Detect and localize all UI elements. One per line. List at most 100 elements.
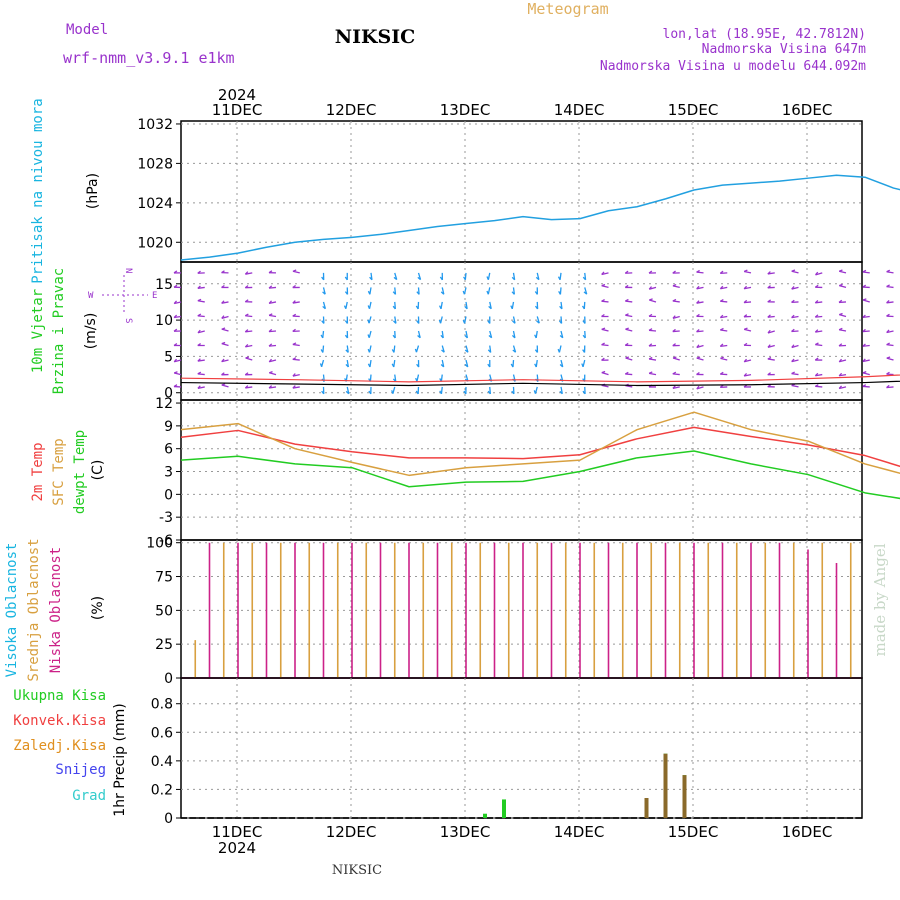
wind-arrow-head — [719, 371, 724, 375]
wind-arrow — [512, 345, 517, 353]
wind-arrow-head — [463, 276, 466, 281]
wind-arrow-head — [268, 313, 273, 316]
wind-arrow — [862, 372, 870, 376]
cloud-unit: (%) — [90, 596, 106, 620]
wind-speed-line — [180, 380, 900, 387]
wind-arrow — [512, 272, 516, 280]
wind-arrow-head — [487, 390, 491, 395]
wind-arrow — [394, 272, 398, 280]
wind-arrow-head — [743, 314, 748, 318]
wind-arrow-head — [743, 269, 748, 273]
wind-arrow — [886, 271, 894, 274]
wind-arrow — [269, 301, 277, 305]
wind-arrow — [441, 345, 445, 353]
wind-arrow-head — [624, 371, 629, 375]
wind-arrow — [268, 314, 277, 318]
wind-arrow-head — [696, 313, 700, 317]
wind-arrow-head — [886, 284, 890, 288]
wind-arrow-head — [767, 271, 771, 275]
wind-arrow — [393, 359, 396, 368]
wind-arrow — [465, 345, 469, 353]
wind-arrow — [512, 330, 516, 338]
wind-arrow — [791, 359, 799, 363]
wind-arrow-head — [440, 364, 445, 368]
wind-arrow-head — [244, 285, 249, 289]
day-label-bottom: 14DEC — [554, 823, 605, 841]
cloud-ytick-label: 100 — [146, 536, 173, 552]
wind-arrow-head — [367, 348, 371, 353]
temp-ytick-label: 6 — [164, 442, 173, 458]
wind-arrow — [269, 372, 277, 376]
wind-arrow — [534, 386, 538, 394]
wind-arrow-head — [672, 270, 676, 274]
wind-arrow — [559, 272, 562, 280]
wind-arrow — [392, 386, 396, 394]
wind-arrow — [886, 357, 894, 361]
wind-arrow-head — [815, 342, 819, 346]
day-label-top: 11DEC — [212, 101, 263, 119]
wind-arrow-head — [672, 371, 677, 375]
wind-arrow — [696, 286, 704, 290]
wind-arrow — [839, 386, 847, 390]
wind-arrow-head — [367, 334, 370, 338]
wind-arrow-head — [221, 372, 225, 376]
wind-arrow — [174, 359, 182, 363]
wind-arrow-head — [488, 305, 492, 310]
wind-arrow — [487, 287, 491, 295]
wind-arrow-head — [791, 371, 795, 375]
wind-arrow — [815, 301, 823, 304]
wind-arrow-head — [720, 356, 724, 359]
wind-arrow-head — [672, 356, 677, 359]
wind-arrow-head — [719, 299, 724, 302]
wind-arrow-head — [244, 385, 249, 389]
wind-arrow-head — [487, 363, 491, 368]
wind-arrow — [791, 384, 799, 388]
wind-arrow — [815, 272, 823, 276]
wind-arrow-head — [464, 305, 468, 310]
wind-arrow — [536, 316, 540, 324]
wind-arrow-head — [534, 349, 538, 353]
wind-arrow — [269, 359, 277, 363]
wind-arrow — [696, 357, 704, 361]
wind-arrow-head — [173, 270, 178, 274]
wind-arrow-head — [320, 334, 324, 339]
wind-ytick-label: 10 — [155, 313, 173, 329]
wind-arrow — [815, 343, 823, 347]
wind-arrow — [744, 373, 752, 377]
wind-arrow-head — [292, 373, 296, 377]
wind-arrow-head — [648, 313, 653, 317]
wind-arrow — [672, 386, 680, 390]
wind-arrow-head — [320, 349, 324, 353]
wind-arrow — [648, 358, 657, 361]
wind-arrow — [696, 330, 704, 333]
wind-arrow — [173, 315, 182, 319]
wind-arrow — [815, 373, 823, 377]
wind-arrow-head — [510, 363, 514, 368]
wind-arrow — [744, 328, 752, 332]
model-label: Model — [66, 22, 108, 38]
wind-arrow-head — [767, 384, 772, 388]
wind-arrow — [441, 330, 444, 339]
wind-arrow-head — [345, 390, 350, 395]
wind-arrow-head — [415, 377, 418, 382]
wind-arrow-head — [438, 319, 442, 324]
wind-arrow — [197, 300, 205, 303]
temp-ytick-label: 9 — [164, 419, 173, 435]
temp-ytick-label: -6 — [159, 533, 173, 549]
wind-arrow-head — [464, 364, 469, 368]
wind-arrow-head — [244, 329, 249, 333]
wind-arrow-head — [648, 270, 653, 274]
wind-arrow-head — [838, 372, 843, 377]
wind-arrow-head — [743, 373, 748, 377]
wind-arrow-head — [512, 349, 516, 353]
wind-arrow — [221, 301, 229, 304]
cloud-label-0: Visoka Oblacnost — [4, 543, 20, 678]
wind-arrow-head — [719, 314, 724, 319]
wind-arrow — [345, 301, 348, 309]
wind-arrow-head — [173, 358, 178, 363]
wind-arrow-head — [439, 390, 442, 395]
wind-arrow — [744, 270, 752, 274]
wind-arrow-head — [269, 371, 273, 374]
wind-arrow-head — [344, 291, 349, 295]
wind-arrow — [672, 315, 680, 319]
